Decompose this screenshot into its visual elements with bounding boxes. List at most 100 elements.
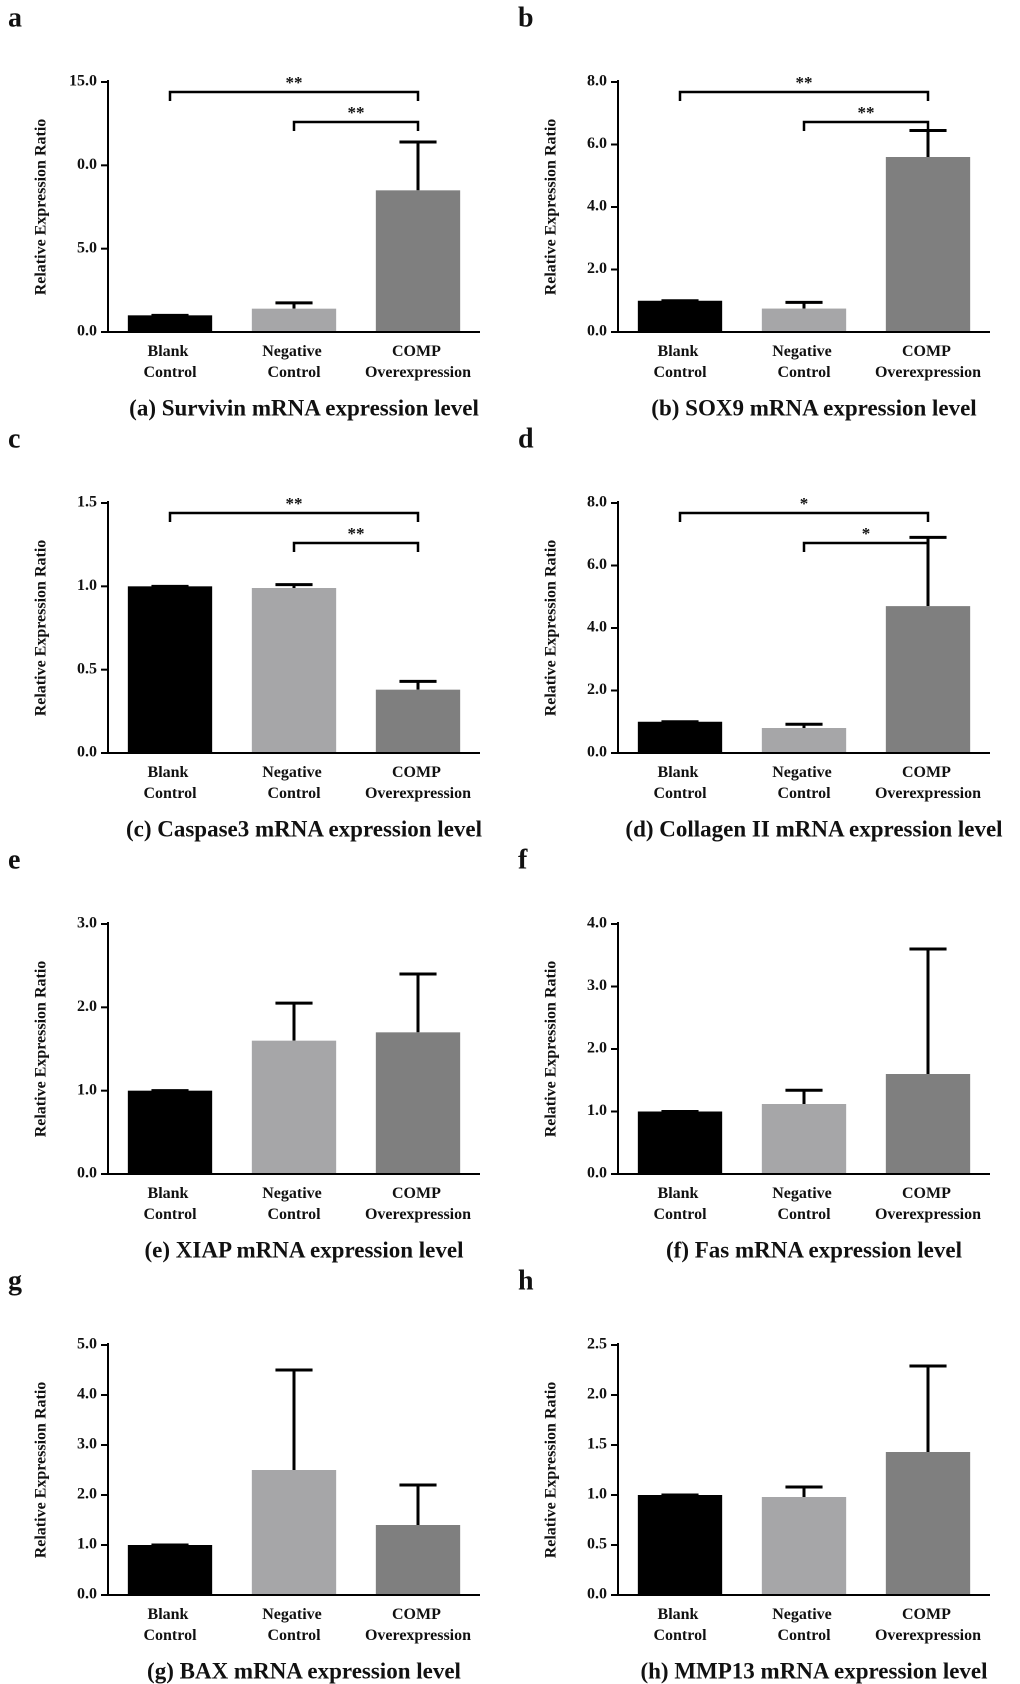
panel: f Relative Expression Ratio 0.0 1.0 2.0 3.0 4.…: [518, 844, 990, 1262]
bar: [127, 586, 213, 753]
y-tick-label: 8.0: [587, 494, 607, 511]
panel-title: (b) SOX9 mRNA expression level: [651, 395, 976, 420]
panel: d Relative Expression Ratio 0.0 2.0 4.0 6.0 8.…: [518, 423, 1003, 841]
y-tick-label: 3.0: [77, 1436, 97, 1453]
x-tick-label: Blank Control: [143, 343, 197, 381]
x-tick-label: COMP Overexpression: [875, 1606, 981, 1644]
x-tick-label: Blank Control: [143, 1606, 197, 1644]
bar: [885, 606, 971, 753]
y-tick-label: 1.0: [587, 1102, 607, 1119]
bar: [375, 1032, 461, 1174]
x-tick-label: COMP Overexpression: [875, 764, 981, 802]
panel-title: (c) Caspase3 mRNA expression level: [126, 816, 482, 841]
significance-label: **: [796, 73, 813, 92]
x-tick-label: Blank Control: [653, 343, 707, 381]
y-tick-label: 4.0: [587, 915, 607, 932]
y-tick-label: 0.0: [77, 323, 97, 340]
panel-label: h: [518, 1265, 534, 1296]
panel-label: d: [518, 423, 534, 454]
y-tick-label: 1.0: [587, 1486, 607, 1503]
panel-label: b: [518, 2, 534, 33]
bar: [251, 1040, 337, 1174]
x-tick-label: Blank Control: [143, 1185, 197, 1223]
y-tick-label: 0.0: [587, 1165, 607, 1182]
x-tick-label: Negative Control: [262, 764, 326, 802]
y-tick-label: 1.5: [587, 1436, 607, 1453]
significance-bracket: [678, 90, 930, 101]
y-axis-label: Relative Expression Ratio: [543, 961, 560, 1138]
y-tick-label: 6.0: [587, 556, 607, 573]
y-tick-label: 1.5: [77, 494, 97, 511]
significance-label: **: [348, 103, 365, 122]
x-tick-label: Blank Control: [653, 1185, 707, 1223]
panel-title: (f) Fas mRNA expression level: [666, 1237, 962, 1262]
x-tick-label: Blank Control: [653, 764, 707, 802]
x-tick-label: Negative Control: [772, 1185, 836, 1223]
bar: [251, 588, 337, 753]
bar: [127, 315, 213, 332]
y-tick-label: 2.0: [587, 1040, 607, 1057]
y-tick-label: 0.0: [77, 156, 97, 173]
y-tick-label: 2.0: [77, 998, 97, 1015]
y-tick-label: 0.5: [587, 1536, 607, 1553]
significance-bracket: [802, 120, 930, 131]
significance-bracket: [292, 120, 420, 131]
panel-label: c: [8, 423, 20, 454]
y-tick-label: 2.5: [587, 1336, 607, 1353]
x-tick-label: COMP Overexpression: [365, 764, 471, 802]
bar: [761, 1104, 847, 1174]
significance-bracket: [292, 541, 420, 552]
y-axis-label: Relative Expression Ratio: [33, 961, 50, 1138]
x-tick-label: Negative Control: [262, 1606, 326, 1644]
panel-label: f: [518, 844, 528, 875]
y-tick-label: 2.0: [587, 260, 607, 277]
y-tick-label: 1.0: [77, 1081, 97, 1098]
y-tick-label: 3.0: [587, 977, 607, 994]
y-tick-label: 1.0: [77, 1536, 97, 1553]
panel-label: a: [8, 2, 22, 33]
bar: [761, 308, 847, 332]
x-tick-label: COMP Overexpression: [875, 1185, 981, 1223]
bar: [761, 728, 847, 753]
panel: a Relative Expression Ratio 0.0 5.0 0.0 15.0 B…: [8, 2, 480, 420]
y-tick-label: 5.0: [77, 1336, 97, 1353]
y-axis-label: Relative Expression Ratio: [33, 540, 50, 717]
y-tick-label: 0.0: [77, 744, 97, 761]
y-tick-label: 0.0: [77, 1586, 97, 1603]
bar: [637, 300, 723, 332]
x-tick-label: COMP Overexpression: [365, 1185, 471, 1223]
bar: [251, 308, 337, 332]
x-tick-label: Negative Control: [772, 1606, 836, 1644]
significance-label: *: [862, 524, 871, 543]
bar: [127, 1545, 213, 1595]
bar: [127, 1090, 213, 1174]
bar: [637, 721, 723, 753]
y-tick-label: 15.0: [69, 73, 97, 90]
y-tick-label: 0.0: [587, 323, 607, 340]
panel: g Relative Expression Ratio 0.0 1.0 2.0 3.0 4.…: [8, 1265, 480, 1683]
significance-label: **: [286, 494, 303, 513]
y-tick-label: 0.0: [587, 744, 607, 761]
y-tick-label: 5.0: [77, 239, 97, 256]
panel-title: (d) Collagen II mRNA expression level: [625, 816, 1002, 841]
significance-bracket: [168, 90, 420, 101]
y-axis-label: Relative Expression Ratio: [33, 1382, 50, 1559]
y-axis-label: Relative Expression Ratio: [543, 540, 560, 717]
y-tick-label: 0.0: [587, 1586, 607, 1603]
y-tick-label: 8.0: [587, 73, 607, 90]
bar: [637, 1495, 723, 1595]
y-tick-label: 3.0: [77, 915, 97, 932]
bar: [885, 1452, 971, 1595]
bar: [637, 1111, 723, 1174]
panel-title: (g) BAX mRNA expression level: [147, 1658, 461, 1683]
y-tick-label: 6.0: [587, 135, 607, 152]
significance-bracket: [678, 511, 930, 522]
y-tick-label: 4.0: [587, 198, 607, 215]
bar: [885, 1074, 971, 1174]
bar: [251, 1470, 337, 1595]
y-tick-label: 0.0: [77, 1165, 97, 1182]
panel-label: g: [8, 1265, 22, 1296]
x-tick-label: Negative Control: [262, 1185, 326, 1223]
x-tick-label: Negative Control: [772, 764, 836, 802]
significance-label: **: [348, 524, 365, 543]
